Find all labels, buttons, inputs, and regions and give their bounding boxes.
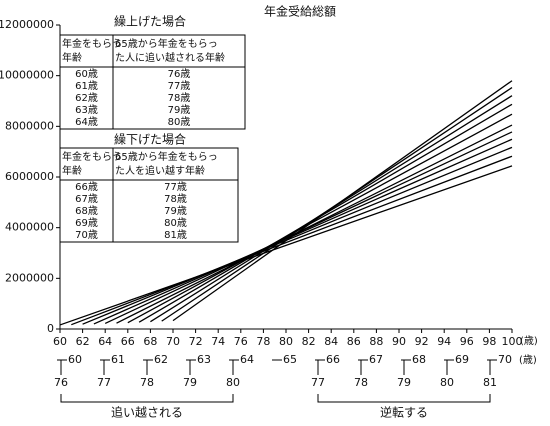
y-tick-label: 12000000 [0, 18, 54, 31]
series-line [82, 146, 513, 325]
x-tick-label: 80 [279, 335, 293, 348]
table-header: 年金をもらう [62, 37, 122, 50]
y-tick-label: 6000000 [5, 170, 54, 183]
x-tick-label: 88 [369, 335, 383, 348]
table-cell: 64歳 [75, 116, 98, 128]
x-tick-label: 62 [76, 335, 90, 348]
start-age: 61 [111, 353, 125, 366]
table-cell: 69歳 [75, 217, 98, 229]
compare-age: 77 [311, 376, 325, 389]
bracket-label: 追い越される [111, 405, 183, 420]
table-cell: 80歳 [164, 217, 187, 229]
x-tick-label: 60 [53, 335, 67, 348]
table-header: た人に追い越される年齢 [115, 51, 225, 64]
table-cell: 70歳 [75, 229, 98, 241]
start-age: 67 [369, 353, 383, 366]
table-header: 年金をもらう [62, 150, 122, 163]
y-tick-label: 10000000 [0, 69, 54, 82]
x-unit: (歳) [520, 335, 538, 347]
series-line [116, 124, 513, 324]
compare-age: 76 [54, 376, 68, 389]
table-cell: 80歳 [168, 116, 191, 128]
unit: (歳) [519, 354, 537, 366]
table-box [59, 34, 246, 130]
table-cell: 81歳 [164, 229, 187, 241]
start-age: 64 [240, 353, 254, 366]
compare-age: 81 [483, 376, 497, 389]
start-age: 69 [455, 353, 469, 366]
y-tick-label: 0 [47, 322, 54, 335]
table-cell: 79歳 [164, 205, 187, 217]
x-tick-label: 100 [502, 335, 523, 348]
compare-age: 80 [226, 376, 240, 389]
table-title: 繰上げた場合 [114, 14, 186, 29]
table-cell: 61歳 [75, 80, 98, 92]
table-header: 年齢 [62, 164, 82, 177]
x-tick-label: 84 [324, 335, 338, 348]
compare-age: 80 [440, 376, 454, 389]
series-line [71, 155, 513, 326]
start-age: 66 [326, 353, 340, 366]
start-age: 65 [283, 353, 297, 366]
bracket [60, 394, 234, 403]
table-cell: 67歳 [75, 193, 98, 205]
x-tick-label: 76 [234, 335, 248, 348]
compare-age: 77 [97, 376, 111, 389]
table-cell: 60歳 [75, 68, 98, 80]
table-header: 年齢 [62, 51, 82, 64]
compare-age: 79 [397, 376, 411, 389]
series-line [127, 113, 513, 324]
x-tick-label: 74 [211, 335, 225, 348]
start-age: 70 [498, 353, 512, 366]
table-title: 繰下げた場合 [114, 132, 186, 147]
x-tick-label: 72 [189, 335, 203, 348]
compare-age: 78 [140, 376, 154, 389]
y-tick-label: 8000000 [5, 119, 54, 132]
bracket-label: 逆転する [380, 405, 428, 420]
table-cell: 77歳 [164, 181, 187, 193]
start-age: 63 [197, 353, 211, 366]
series-line [93, 138, 513, 325]
compare-age: 78 [354, 376, 368, 389]
series-line [172, 80, 513, 322]
x-tick-label: 90 [392, 335, 406, 348]
chart-title: 年金受給総額 [264, 4, 336, 19]
y-tick-label: 4000000 [5, 221, 54, 234]
x-tick-label: 98 [482, 335, 496, 348]
x-tick-label: 86 [347, 335, 361, 348]
start-age: 68 [412, 353, 426, 366]
table-cell: 62歳 [75, 92, 98, 104]
x-tick-label: 66 [121, 335, 135, 348]
table-cell: 78歳 [164, 193, 187, 205]
x-tick-label: 96 [460, 335, 474, 348]
start-age: 62 [154, 353, 168, 366]
table-cell: 66歳 [75, 181, 98, 193]
table-header: 65歳から年金をもらっ [115, 150, 218, 163]
start-age: 60 [68, 353, 82, 366]
table-cell: 78歳 [168, 92, 191, 104]
compare-age: 79 [183, 376, 197, 389]
table-box [59, 147, 239, 243]
x-tick-label: 92 [415, 335, 429, 348]
x-tick-label: 82 [302, 335, 316, 348]
y-tick-label: 2000000 [5, 271, 54, 284]
x-tick-label: 94 [437, 335, 451, 348]
table-header: た人を追い越す年齢 [115, 164, 205, 177]
x-tick-label: 78 [256, 335, 270, 348]
x-tick-label: 70 [166, 335, 180, 348]
x-tick-label: 64 [98, 335, 112, 348]
table-cell: 63歳 [75, 104, 98, 116]
x-tick-label: 68 [143, 335, 157, 348]
table-cell: 76歳 [168, 68, 191, 80]
series-line [59, 165, 513, 326]
table-cell: 77歳 [168, 80, 191, 92]
table-cell: 68歳 [75, 205, 98, 217]
table-header: 65歳から年金をもらっ [115, 37, 218, 50]
bracket [317, 394, 491, 403]
table-cell: 79歳 [168, 104, 191, 116]
